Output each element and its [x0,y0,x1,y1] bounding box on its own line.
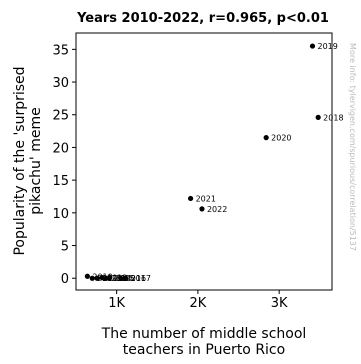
x-tick-label: 2K [190,296,207,311]
x-axis-ticks: 1K 2K 3K [108,290,288,311]
x-axis-label-line-2: teachers in Puerto Rico [123,342,285,358]
y-tick-label: 5 [61,240,69,255]
y-tick-label: 20 [52,141,69,156]
chart-title: Years 2010-2022, r=0.965, p<0.01 [76,11,329,26]
y-axis-label-line-2: pikachu' meme [28,107,44,214]
data-point-label: 2022 [207,205,227,214]
data-point [309,43,316,49]
data-point-label: 2012 [102,274,122,283]
y-tick-label: 30 [52,76,69,91]
y-tick-label: 0 [61,272,69,287]
y-axis-label-line-1: Popularity of the 'surprised [12,66,28,255]
data-point [84,273,90,279]
data-point-label: 2021 [196,194,216,203]
data-point-label: 2011 [97,274,117,283]
data-point-label: 2015 [114,274,134,283]
data-point [89,275,95,281]
x-tick-label: 1K [108,296,125,311]
data-point [199,206,205,212]
data-points [84,43,321,281]
data-point-label: 2010 [92,272,112,281]
y-axis-ticks: 0 5 10 15 20 25 30 35 [52,43,76,287]
y-tick-label: 35 [52,43,69,58]
plot-area-frame [75,32,333,291]
data-point [118,275,124,281]
data-point-label: 2017 [131,274,151,283]
y-tick-label: 10 [52,207,69,222]
data-point-label: 2013 [107,274,127,283]
source-watermark: More info: tylervigen.com/spurious/corre… [348,43,357,251]
x-axis-label-line-1: The number of middle school [101,326,307,342]
data-point-label: 2018 [323,113,343,122]
data-point-label: 2019 [317,42,337,51]
data-point [94,275,100,281]
data-point [315,114,321,120]
data-point [106,275,112,281]
data-point [122,275,129,281]
data-point [187,195,194,202]
y-tick-label: 15 [52,174,69,189]
data-point-label: 2016 [126,274,146,283]
data-point [263,135,269,141]
data-point-label: 2020 [271,134,291,143]
data-point-label: 2014 [111,274,131,283]
y-tick-label: 25 [52,109,69,124]
x-tick-label: 3K [271,296,288,311]
data-point [99,274,105,281]
